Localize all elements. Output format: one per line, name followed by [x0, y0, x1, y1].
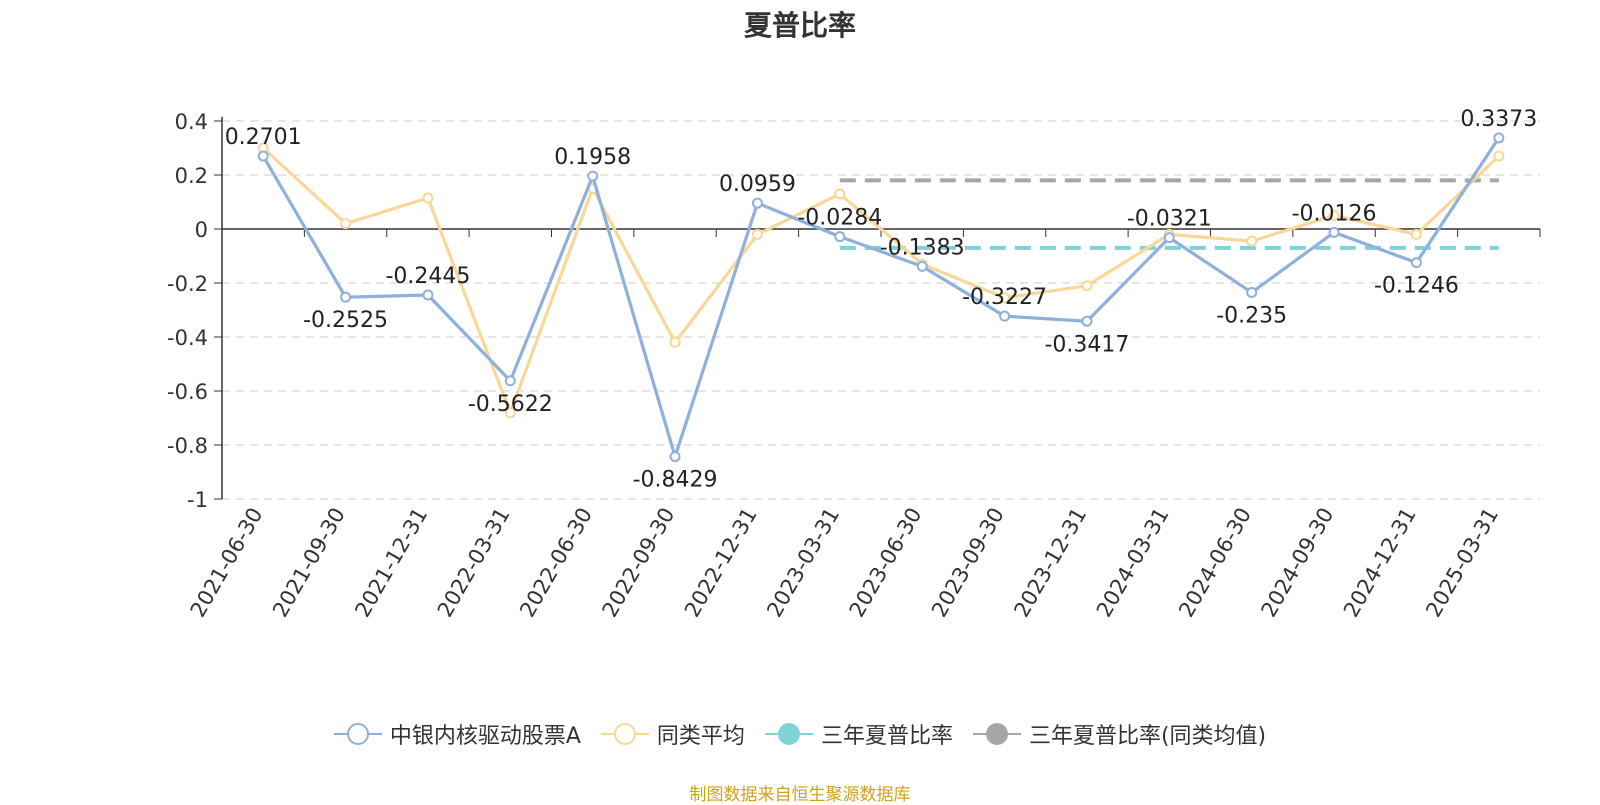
- y-tick-label: 0.2: [175, 164, 208, 188]
- fund-series-line: [261, 137, 1501, 459]
- peer-average-data-point: [422, 192, 434, 204]
- fund-data-point: [999, 310, 1011, 322]
- x-tick-label: 2021-09-30: [268, 504, 350, 622]
- legend-symbol-peer-average-icon: [600, 723, 649, 745]
- fund-data-point: [257, 150, 269, 162]
- fund-data-point: [340, 291, 352, 303]
- x-tick-label: 2024-12-31: [1339, 504, 1421, 622]
- legend-label-3y-sharpe: 三年夏普比率: [820, 724, 953, 749]
- fund-data-point: [1410, 257, 1422, 269]
- x-tick-label: 2023-06-30: [845, 504, 927, 622]
- chart-legend: 中银内核驱动股票A 同类平均 三年夏普比率 三年夏普比率(同类均值): [0, 718, 1600, 750]
- fund-data-point: [834, 231, 846, 243]
- fund-data-point: [504, 375, 516, 387]
- legend-item-fund[interactable]: 中银内核驱动股票A: [333, 718, 581, 750]
- fund-data-label: -0.0126: [1292, 201, 1377, 226]
- x-tick-label: 2024-03-31: [1092, 504, 1174, 622]
- x-tick-label: 2025-03-31: [1421, 504, 1503, 622]
- x-tick-label: 2024-09-30: [1257, 504, 1339, 622]
- fund-data-label: -0.3227: [962, 285, 1047, 310]
- legend-item-3y-sharpe[interactable]: 三年夏普比率: [764, 718, 953, 750]
- legend-circle-3y-sharpe-peer: [985, 723, 1008, 745]
- y-tick-label: -0.4: [167, 326, 208, 350]
- peer-average-data-point: [751, 228, 763, 240]
- legend-symbol-3y-sharpe-icon: [764, 723, 813, 745]
- x-tick-label: 2023-03-31: [762, 504, 844, 622]
- fund-data-label: -0.235: [1216, 303, 1287, 328]
- legend-circle-fund: [346, 723, 369, 745]
- fund-data-point: [1163, 232, 1175, 244]
- peer-average-data-point: [669, 336, 681, 348]
- x-tick-label: 2022-06-30: [515, 504, 597, 622]
- legend-symbol-fund-icon: [333, 723, 382, 745]
- fund-data-label: -0.3417: [1044, 332, 1129, 357]
- y-tick-label: -1: [187, 488, 208, 512]
- data-source-note: 制图数据来自恒生聚源数据库: [689, 785, 911, 805]
- legend-circle-peer-average: [613, 723, 636, 745]
- fund-data-label: -0.2445: [385, 264, 470, 289]
- legend-symbol-3y-sharpe-peer-icon: [972, 723, 1021, 745]
- peer-average-data-point: [504, 407, 516, 419]
- peer-average-data-point: [1081, 280, 1093, 292]
- fund-data-point: [1328, 226, 1340, 238]
- peer-average-data-point: [1410, 228, 1422, 240]
- legend-label-peer-average: 同类平均: [656, 724, 745, 749]
- fund-data-label: 0.2701: [225, 125, 302, 150]
- legend-item-peer-average[interactable]: 同类平均: [600, 718, 745, 750]
- x-tick-label: 2021-12-31: [350, 504, 432, 622]
- peer-average-data-point: [834, 188, 846, 200]
- fund-data-point: [422, 289, 434, 301]
- fund-data-point: [669, 451, 681, 463]
- peer-average-data-point: [1328, 210, 1340, 221]
- peer-average-data-point: [999, 292, 1011, 304]
- peer-average-data-point: [1246, 235, 1258, 247]
- fund-data-label: -0.1383: [880, 235, 965, 260]
- fund-data-label: -0.8429: [633, 468, 718, 493]
- x-tick-label: 2023-09-30: [927, 504, 1009, 622]
- x-tick-label: 2023-12-31: [1009, 504, 1091, 622]
- chart-title: 夏普比率: [743, 9, 856, 42]
- fund-data-label: 0.1958: [554, 145, 631, 170]
- fund-data-point: [1246, 286, 1258, 298]
- y-tick-label: -0.8: [167, 434, 208, 458]
- fund-data-point: [751, 197, 763, 209]
- peer-average-data-point: [1493, 150, 1505, 162]
- legend-item-3y-sharpe-peer[interactable]: 三年夏普比率(同类均值): [972, 718, 1267, 750]
- x-tick-label: 2024-06-30: [1174, 504, 1256, 622]
- x-tick-label: 2021-06-30: [186, 504, 268, 622]
- legend-circle-3y-sharpe: [777, 723, 800, 745]
- fund-data-point: [1081, 315, 1093, 327]
- y-tick-label: -0.2: [167, 272, 208, 296]
- fund-data-label: -0.0321: [1127, 207, 1212, 232]
- legend-label-3y-sharpe-peer: 三年夏普比率(同类均值): [1028, 724, 1267, 749]
- fund-data-label: -0.5622: [468, 392, 553, 417]
- fund-data-label: 0.0959: [719, 172, 796, 197]
- fund-data-label: -0.1246: [1374, 274, 1459, 299]
- x-tick-label: 2022-03-31: [433, 504, 515, 622]
- x-tick-label: 2022-09-30: [598, 504, 680, 622]
- y-tick-label: 0: [195, 218, 208, 242]
- legend-label-fund: 中银内核驱动股票A: [389, 724, 581, 749]
- fund-data-point: [916, 260, 928, 272]
- peer-average-data-point: [340, 218, 352, 230]
- peer-average-series-line: [262, 146, 1500, 415]
- fund-data-point: [587, 170, 599, 182]
- fund-data-label: -0.0284: [797, 206, 882, 231]
- fund-data-point: [1493, 132, 1505, 144]
- fund-data-label: 0.3373: [1460, 107, 1537, 132]
- y-tick-label: -0.6: [167, 380, 208, 404]
- x-tick-label: 2022-12-31: [680, 504, 762, 622]
- y-tick-label: 0.4: [175, 110, 208, 134]
- fund-data-label: -0.2525: [303, 308, 388, 333]
